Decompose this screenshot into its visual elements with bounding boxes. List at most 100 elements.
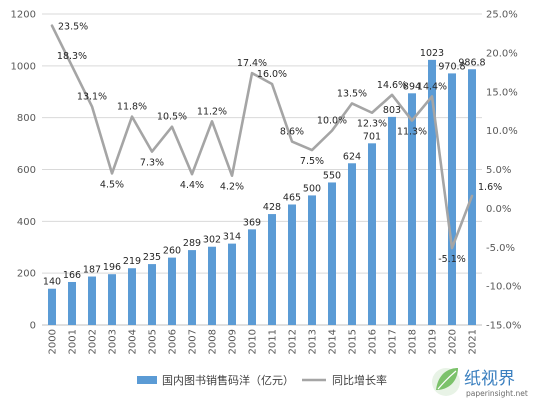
- bar: [248, 229, 256, 325]
- bar: [288, 204, 296, 325]
- line-data-label: 7.5%: [300, 156, 324, 167]
- bar: [408, 93, 416, 326]
- legend-label-bar: 国内图书销售码洋（亿元）: [162, 373, 294, 387]
- x-tick-label: 2007: [188, 329, 199, 354]
- x-tick-label: 2013: [308, 329, 319, 354]
- bar-data-label: 219: [123, 256, 141, 267]
- bar: [208, 246, 216, 325]
- x-tick-label: 2002: [88, 329, 99, 354]
- bar-data-label: 970.8: [438, 61, 465, 72]
- left-axis: 0 200 400 600 800 1000 1200: [11, 10, 36, 332]
- line-data-label: 13.5%: [337, 88, 367, 99]
- x-tick-label: 2005: [148, 329, 159, 354]
- watermark-url: paperinsight.net: [466, 389, 528, 398]
- x-tick-label: 2004: [128, 329, 139, 354]
- x-tick-label: 2017: [388, 329, 399, 354]
- watermark: 纸视界 paperinsight.net: [432, 368, 528, 398]
- right-tick-label: -15.0%: [486, 321, 521, 332]
- bar: [448, 73, 456, 325]
- x-tick-label: 2009: [228, 329, 239, 354]
- line-data-label: 14.4%: [417, 81, 447, 92]
- bar-data-label: 140: [43, 277, 61, 288]
- bar-data-label: 289: [183, 238, 201, 249]
- bar-data-label: 500: [303, 183, 321, 194]
- left-tick-label: 1200: [11, 10, 36, 21]
- line-data-label: -5.1%: [438, 254, 466, 265]
- x-tick-label: 2020: [448, 329, 459, 354]
- x-tick-label: 2018: [408, 329, 419, 354]
- right-tick-label: 20.0%: [486, 48, 518, 59]
- right-axis: -15.0% -10.0% -5.0% 0.0% 5.0% 10.0% 15.0% 20.0%…: [486, 10, 521, 332]
- bar-data-label: 196: [103, 262, 121, 273]
- right-tick-label: -10.0%: [486, 282, 521, 293]
- x-tick-label: 2016: [368, 329, 379, 354]
- line-data-label: 10.0%: [317, 116, 347, 127]
- left-tick-label: 1000: [11, 61, 36, 72]
- x-tick-label: 2014: [328, 329, 339, 354]
- line-data-label: 18.3%: [57, 51, 87, 62]
- bar: [328, 182, 336, 325]
- gridlines: [42, 13, 482, 326]
- right-tick-label: 10.0%: [486, 126, 518, 137]
- right-tick-label: 0.0%: [486, 204, 511, 215]
- x-tick-label: 2010: [248, 329, 259, 354]
- bar-data-label: 235: [143, 252, 161, 263]
- bar: [128, 268, 136, 325]
- bar: [268, 214, 276, 325]
- left-tick-label: 800: [17, 113, 36, 124]
- leaf-logo-icon: [432, 368, 460, 396]
- right-tick-label: 15.0%: [486, 87, 518, 98]
- bar: [68, 281, 76, 325]
- line-data-label: 16.0%: [257, 69, 287, 80]
- x-axis: 2000 2001 2002 2003 2004 2005 2006 2007 2008 2009…: [42, 324, 482, 354]
- line-data-label: 11.3%: [397, 127, 427, 138]
- line-data-label: 4.2%: [220, 182, 244, 193]
- bar: [428, 59, 436, 326]
- right-tick-label: 5.0%: [486, 165, 511, 176]
- bar: [88, 276, 96, 325]
- line-data-label: 4.5%: [100, 179, 124, 190]
- x-tick-label: 2012: [288, 329, 299, 354]
- bar-data-label: 369: [243, 217, 261, 228]
- bar: [228, 243, 236, 325]
- left-tick-label: 400: [17, 217, 36, 228]
- line-data-label: 14.6%: [377, 80, 407, 91]
- line-data-label: 12.3%: [357, 119, 387, 130]
- line-data-label: 11.8%: [117, 102, 147, 113]
- left-tick-label: 600: [17, 165, 36, 176]
- x-tick-label: 2015: [348, 329, 359, 354]
- bar: [348, 163, 356, 325]
- line-data-label: 17.4%: [237, 58, 267, 69]
- bar: [368, 143, 376, 325]
- growth-line: [50, 24, 474, 250]
- line-data-labels: 23.5% 18.3% 13.1% 4.5% 11.8% 7.3% 10.5% 4.4% 11.…: [57, 22, 502, 265]
- left-tick-label: 0: [30, 321, 36, 332]
- line-data-label: 23.5%: [58, 22, 88, 33]
- line-data-label: 10.5%: [157, 112, 187, 123]
- bar: [108, 274, 116, 325]
- bar-data-label: 550: [323, 170, 341, 181]
- x-tick-label: 2001: [68, 329, 79, 354]
- line-data-label: 8.6%: [280, 127, 304, 138]
- left-tick-label: 200: [17, 269, 36, 280]
- x-tick-label: 2011: [268, 329, 279, 354]
- legend: 国内图书销售码洋（亿元） 同比增长率: [137, 373, 387, 387]
- bar: [388, 116, 396, 326]
- line-series: [50, 24, 474, 250]
- bar-data-label: 894: [403, 81, 421, 92]
- bar-data-label: 260: [163, 246, 181, 257]
- bar-data-label: 803: [383, 105, 401, 116]
- bar-data-label: 701: [363, 131, 381, 142]
- bar-data-label: 314: [223, 232, 241, 243]
- x-tick-label: 2019: [428, 329, 439, 354]
- bar-data-label: 986.8: [458, 57, 485, 68]
- bar-series: [48, 59, 476, 326]
- bar: [308, 195, 316, 325]
- x-tick-label: 2003: [108, 329, 119, 354]
- x-tick-label: 2000: [48, 329, 59, 354]
- bar: [48, 288, 56, 325]
- x-tick-label: 2008: [208, 329, 219, 354]
